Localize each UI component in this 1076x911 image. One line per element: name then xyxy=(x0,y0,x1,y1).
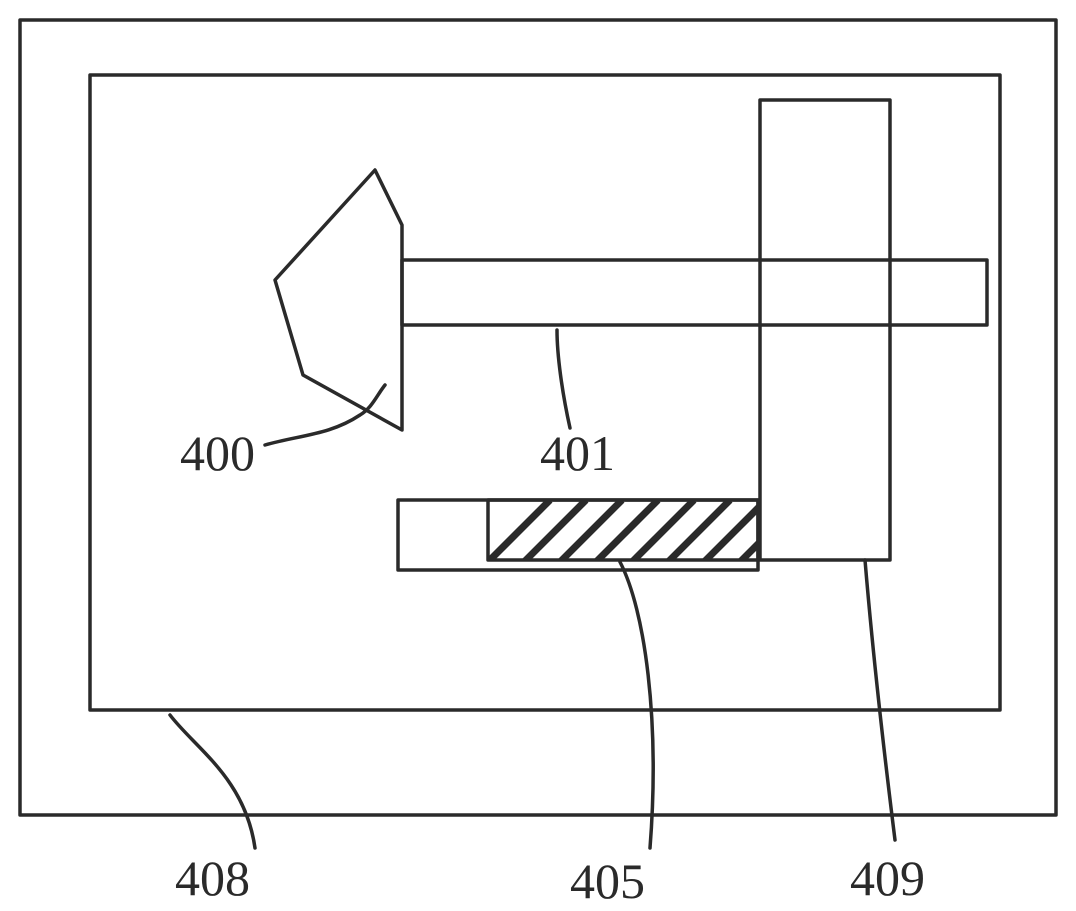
hatch-region xyxy=(460,500,802,590)
diagram-page: 400 401 408 405 409 xyxy=(0,0,1076,911)
label-401: 401 xyxy=(540,425,615,481)
label-409: 409 xyxy=(850,850,925,906)
diagram-svg: 400 401 408 405 409 xyxy=(0,0,1076,911)
leader-405 xyxy=(620,562,653,848)
vertical-bar xyxy=(760,100,890,560)
horizontal-bar xyxy=(402,260,987,325)
outer-frame xyxy=(20,20,1056,815)
label-400: 400 xyxy=(180,425,255,481)
leader-408 xyxy=(170,715,255,848)
leader-409 xyxy=(865,560,895,840)
leader-401 xyxy=(557,330,570,428)
inner-frame xyxy=(90,75,1000,710)
label-405: 405 xyxy=(570,853,645,909)
label-408: 408 xyxy=(175,850,250,906)
leader-400 xyxy=(265,385,385,445)
arrowhead-shape xyxy=(275,170,402,430)
hatch-lines xyxy=(460,500,802,590)
